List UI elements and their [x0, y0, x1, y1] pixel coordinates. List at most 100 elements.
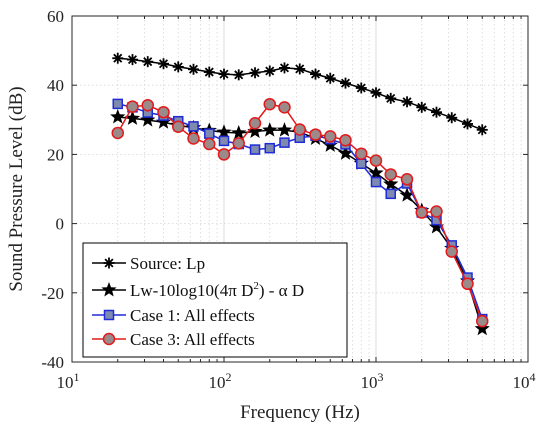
data-point: [475, 314, 489, 328]
data-point: [428, 219, 445, 234]
asterisk-stroke: [310, 69, 321, 79]
data-point: [276, 122, 293, 137]
data-point: [278, 62, 290, 74]
data-point: [111, 126, 125, 140]
legend-marker-asterisk-icon: [103, 257, 115, 269]
legend-label-case1: Case 1: All effects: [130, 306, 255, 325]
asterisk-stroke: [402, 97, 412, 107]
series-4: [111, 97, 489, 328]
data-point: [400, 173, 414, 186]
data-point: [368, 165, 384, 180]
series-layer: [110, 52, 490, 336]
y-tick-label: 60: [47, 7, 64, 26]
data-point: [278, 101, 291, 114]
data-point: [249, 67, 261, 79]
data-point: [384, 168, 397, 181]
data-point: [247, 123, 263, 139]
data-point: [279, 137, 290, 148]
data-point: [187, 63, 199, 75]
asterisk-stroke: [371, 88, 381, 98]
data-point: [294, 63, 306, 75]
legend-entry-lw: Lw-10log10(4π D2) - α D: [92, 280, 304, 300]
legend-box: [82, 242, 348, 358]
legend-marker-star-icon: [101, 282, 117, 297]
asterisk-stroke: [325, 73, 335, 83]
data-point: [264, 142, 276, 154]
data-point: [355, 82, 367, 94]
asterisk-stroke: [447, 113, 457, 123]
data-point: [140, 112, 156, 127]
legend-entry-case1: Case 1: All effects: [92, 306, 255, 325]
data-point: [356, 158, 367, 169]
data-point: [204, 128, 215, 139]
y-tick-label: 40: [47, 76, 64, 95]
data-point: [339, 133, 352, 147]
x-tick-label: 102: [209, 370, 232, 392]
data-point: [218, 135, 230, 147]
data-point: [248, 117, 262, 130]
asterisk-stroke: [295, 64, 305, 74]
data-point: [171, 120, 185, 133]
asterisk-stroke: [462, 119, 473, 129]
data-point: [187, 132, 200, 145]
asterisk-stroke: [386, 93, 396, 103]
asterisk-stroke: [431, 107, 442, 117]
legend: Source: Lp Lw-10log10(4π D2) - α D Case …: [82, 242, 348, 358]
data-point: [112, 98, 124, 110]
x-tick-label: 103: [361, 370, 384, 392]
data-point: [476, 124, 488, 136]
asterisk-stroke: [113, 53, 123, 63]
axis-frame: [71, 15, 529, 363]
asterisk-stroke: [356, 83, 366, 93]
data-point: [369, 154, 383, 167]
data-point: [337, 145, 354, 160]
data-point: [430, 106, 442, 118]
asterisk-stroke: [250, 68, 260, 78]
data-point: [263, 97, 277, 111]
x-tick-label: 104: [513, 370, 536, 392]
data-point: [355, 147, 368, 160]
legend-marker-circle-icon: [102, 332, 116, 346]
data-point: [110, 109, 126, 124]
data-point: [415, 206, 429, 219]
series-1: [112, 52, 488, 136]
legend-label-source: Source: Lp: [130, 254, 205, 273]
data-point: [218, 68, 230, 80]
data-point: [102, 332, 116, 346]
data-point: [103, 309, 115, 321]
data-point: [141, 99, 154, 112]
data-point: [430, 205, 443, 218]
data-point: [262, 122, 278, 137]
data-point: [385, 188, 396, 200]
data-point: [216, 124, 232, 139]
y-tick-label: -40: [41, 353, 64, 372]
data-point: [385, 92, 397, 104]
asterisk-stroke: [204, 67, 214, 77]
data-point: [124, 110, 141, 125]
data-point: [446, 112, 458, 124]
data-point: [112, 52, 124, 64]
data-point: [323, 130, 337, 143]
data-point: [232, 137, 245, 150]
data-point: [264, 65, 276, 77]
data-point: [217, 148, 231, 161]
data-point: [126, 54, 138, 66]
asterisk-stroke: [173, 62, 183, 72]
data-point: [203, 66, 215, 78]
legend-entry-case3: Case 3: All effects: [92, 330, 255, 349]
axis-ticks: -40 -20 0 20 40 60 101 102 103 104: [41, 7, 535, 392]
asterisk-stroke: [158, 59, 169, 69]
legend-marker-square-icon: [103, 309, 115, 321]
data-point: [172, 61, 184, 73]
data-point: [157, 105, 170, 119]
data-point: [474, 320, 490, 336]
data-point: [339, 77, 351, 89]
asterisk-stroke: [219, 69, 229, 79]
data-point: [293, 123, 306, 136]
y-tick-label: -20: [41, 284, 64, 303]
data-point: [445, 245, 458, 258]
asterisk-stroke: [127, 55, 138, 65]
axis-box: [71, 15, 529, 363]
legend-label-lw: Lw-10log10(4π D2) - α D: [130, 280, 304, 300]
